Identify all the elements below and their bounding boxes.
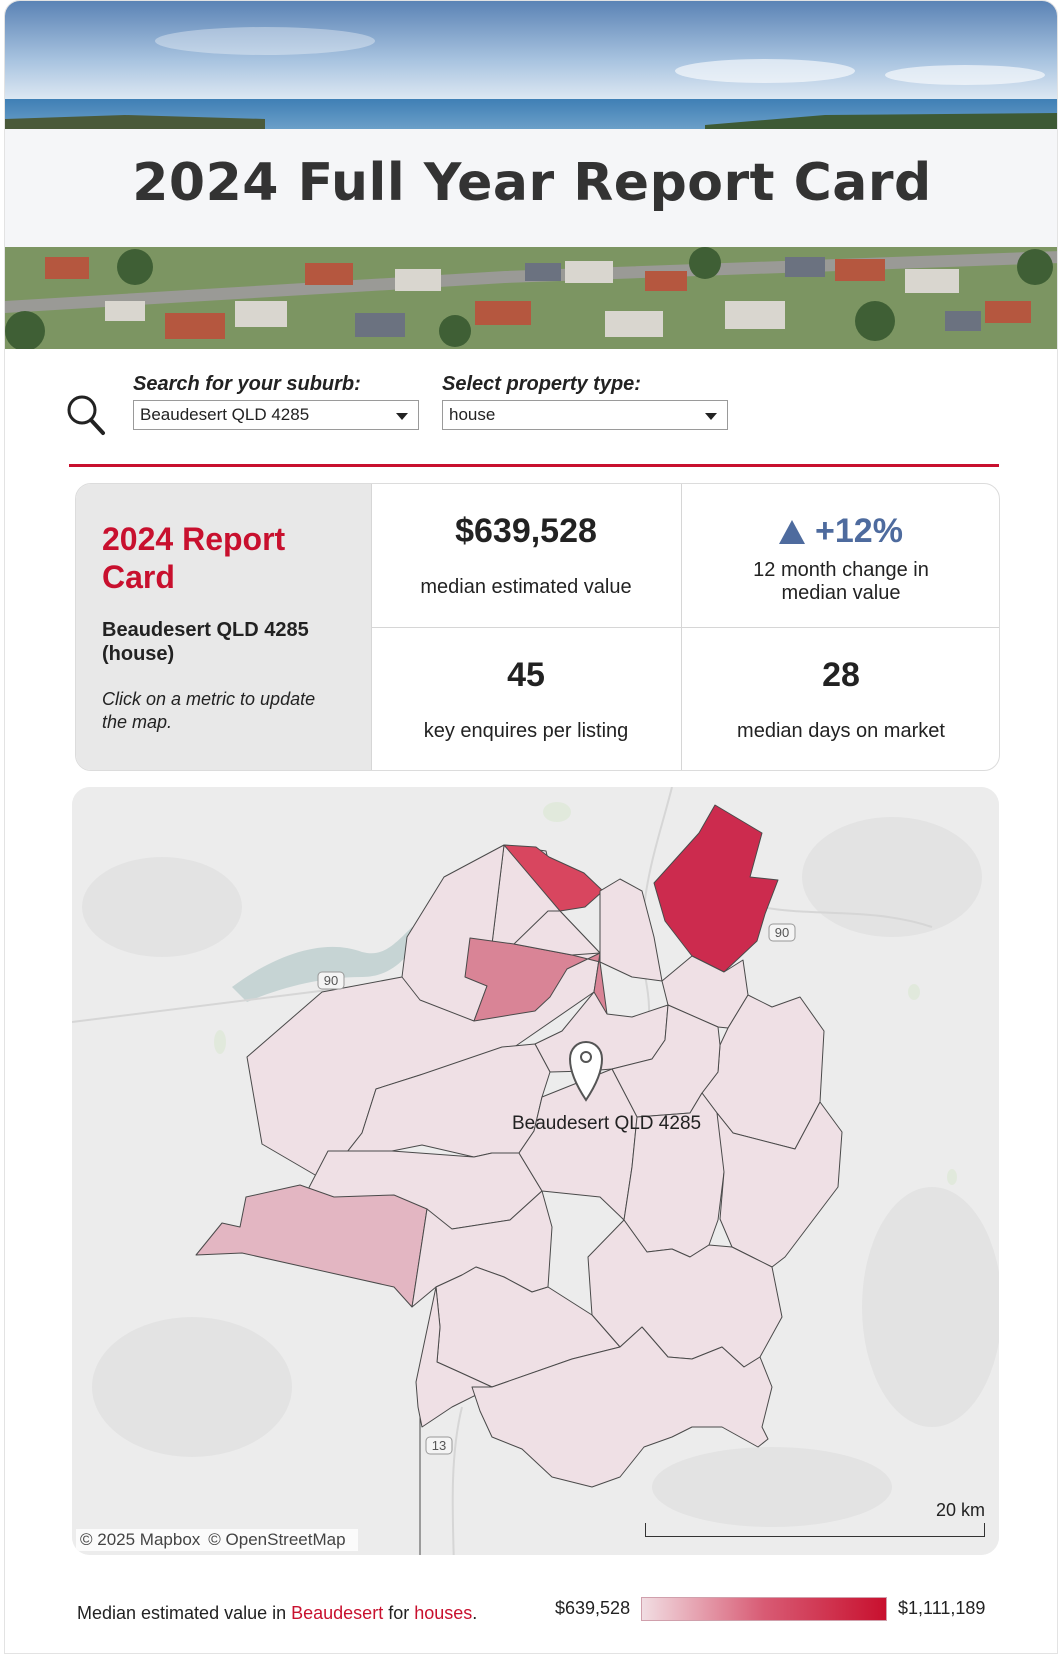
metric-median-value[interactable]: $639,528 median estimated value — [371, 484, 681, 628]
map-canvas[interactable]: 90 90 13 — [72, 787, 999, 1555]
mapbox-attribution-link[interactable]: © 2025 Mapbox — [80, 1530, 201, 1549]
metric-value: $639,528 — [455, 512, 597, 550]
property-type-select[interactable]: house — [442, 400, 728, 430]
legend-min-value: $639,528 — [555, 1598, 631, 1618]
road-label: 13 — [432, 1438, 446, 1453]
search-icon[interactable] — [65, 393, 109, 437]
metric-value: +12% — [815, 512, 903, 550]
metric-label: 12 month change in median value — [753, 559, 929, 604]
road-label: 90 — [775, 925, 789, 940]
chevron-down-icon — [705, 413, 717, 420]
legend-caption: Median estimated value in Beaudesert for… — [77, 1603, 477, 1624]
banner-title: 2024 Full Year Report Card — [132, 153, 932, 213]
report-card-subtitle: Beaudesert QLD 4285 (house) — [102, 619, 309, 665]
banner-image — [5, 1, 1057, 349]
osm-attribution-link[interactable]: © OpenStreetMap — [208, 1530, 346, 1549]
suburb-search-label: Search for your suburb: — [133, 373, 361, 395]
report-card-summary: 2024 Report Card Beaudesert QLD 4285 (ho… — [76, 484, 371, 770]
property-type-select-value: house — [449, 405, 496, 424]
legend-property: houses — [414, 1603, 473, 1623]
suburb-map[interactable]: 90 90 13 Beaudesert QLD 4285 © 2025 Mapb… — [72, 787, 999, 1555]
map-pin-icon[interactable] — [568, 1039, 604, 1102]
legend-suffix: . — [472, 1603, 478, 1623]
legend-middle: for — [383, 1603, 415, 1623]
metric-value: 28 — [822, 656, 860, 694]
up-arrow-icon — [779, 520, 806, 544]
divider — [371, 627, 999, 628]
chevron-down-icon — [396, 413, 408, 420]
report-card-frame: 2024 Full Year Report Card Search for yo… — [4, 0, 1058, 1654]
suburb-select[interactable]: Beaudesert QLD 4285 — [133, 400, 419, 430]
metric-value-change: +12% — [681, 512, 999, 551]
metric-days-on-market[interactable]: 28 median days on market — [681, 628, 999, 770]
legend-color-scale — [641, 1597, 887, 1621]
metric-label: median days on market — [737, 720, 945, 742]
road-label: 90 — [324, 973, 338, 988]
banner: 2024 Full Year Report Card — [5, 1, 1057, 349]
report-card-title: 2024 Report Card — [102, 521, 286, 595]
legend-prefix: Median estimated value in — [77, 1603, 292, 1623]
legend-suburb: Beaudesert — [291, 1603, 384, 1623]
metric-12-month-change[interactable]: +12% 12 month change in median value — [681, 484, 999, 628]
map-attribution: © 2025 Mapbox © OpenStreetMap — [76, 1529, 358, 1551]
property-type-label: Select property type: — [442, 373, 641, 395]
scale-bar — [645, 1523, 985, 1537]
scale-label: 20 km — [935, 1500, 985, 1520]
map-pin-label: Beaudesert QLD 4285 — [512, 1113, 702, 1134]
suburb-select-value: Beaudesert QLD 4285 — [140, 405, 310, 424]
legend-max-value: $1,111,189 — [898, 1598, 986, 1618]
metric-key-enquiries[interactable]: 45 key enquires per listing — [371, 628, 681, 770]
report-card-note: Click on a metric to update the map. — [102, 689, 316, 732]
metric-label: median estimated value — [420, 576, 632, 598]
metric-value: 45 — [507, 656, 545, 694]
metric-label: key enquires per listing — [423, 720, 629, 742]
metrics-panel: 2024 Report Card Beaudesert QLD 4285 (ho… — [75, 483, 1000, 771]
divider — [69, 464, 999, 467]
